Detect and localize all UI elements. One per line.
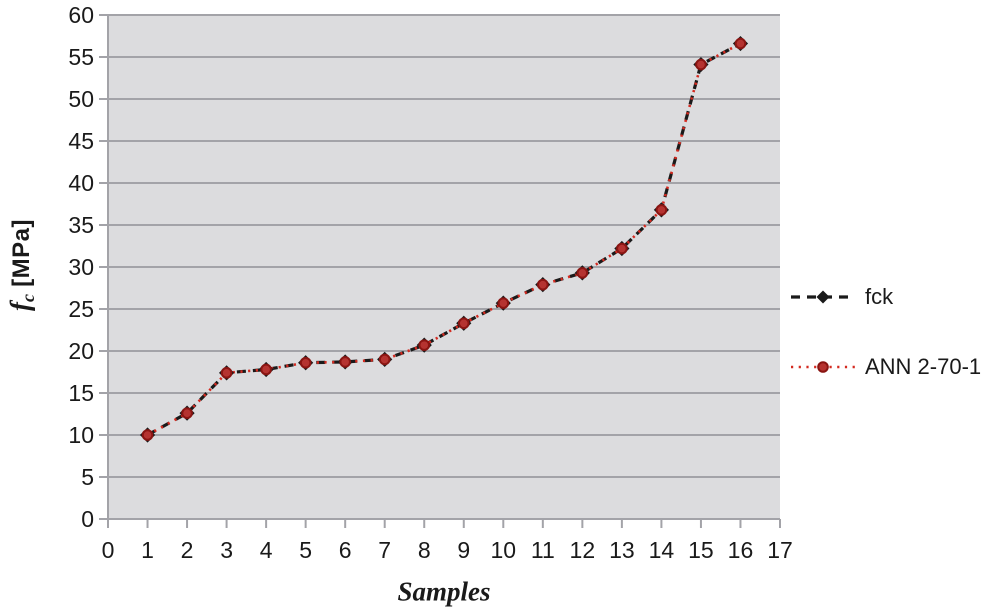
marker-circle	[181, 407, 193, 419]
y-tick-label: 60	[68, 2, 94, 28]
marker-circle	[695, 58, 707, 71]
y-tick-label: 30	[68, 254, 94, 280]
x-tick-label: 5	[299, 537, 312, 563]
marker-circle	[299, 356, 312, 369]
legend-item-fck: fck	[790, 284, 981, 310]
x-tick-label: 17	[767, 537, 793, 563]
y-tick-label: 20	[68, 338, 94, 364]
legend-label-fck: fck	[865, 284, 894, 309]
x-tick-label: 6	[339, 537, 352, 563]
series-line-1	[146, 42, 742, 437]
x-tick-label: 13	[609, 537, 635, 563]
legend: fck ANN 2-70-1	[790, 284, 981, 380]
x-tick-label: 3	[220, 537, 233, 563]
x-tick-label: 14	[649, 537, 675, 563]
marker-circle	[655, 204, 668, 216]
y-tick-label: 45	[68, 128, 94, 154]
marker-circle	[537, 278, 549, 291]
legend-marker-ann-icon	[791, 361, 855, 373]
legend-marker-circle	[817, 361, 829, 373]
y-axis-units-text: [MPa]	[8, 218, 35, 287]
x-tick-label: 2	[181, 537, 194, 563]
y-axis-subscript: c	[18, 294, 38, 303]
y-tick-label: 55	[68, 44, 94, 70]
marker-circle	[141, 429, 154, 441]
x-tick-label: 12	[570, 537, 596, 563]
y-axis-title: fc [MPa]	[5, 219, 39, 311]
marker-circle	[616, 242, 628, 255]
marker-circle	[734, 37, 747, 50]
y-tick-label: 0	[81, 506, 94, 532]
y-tick-label: 5	[81, 464, 94, 490]
legend-label-ann: ANN 2-70-1	[865, 354, 982, 379]
y-tick-label: 25	[68, 296, 94, 322]
legend-item-ann: ANN 2-70-1	[790, 354, 981, 380]
y-tick-label: 35	[68, 212, 94, 238]
marker-circle	[457, 317, 470, 330]
marker-circle	[339, 356, 351, 368]
x-tick-label: 0	[102, 537, 115, 563]
y-tick-label: 50	[68, 86, 94, 112]
x-tick-label: 4	[260, 537, 273, 563]
x-tick-label: 7	[378, 537, 391, 563]
x-tick-label: 9	[457, 537, 470, 563]
marker-circle	[378, 353, 391, 366]
x-tick-label: 8	[418, 537, 431, 563]
y-tick-label: 10	[68, 422, 94, 448]
x-tick-label: 15	[688, 537, 714, 563]
legend-marker-diamond	[816, 290, 830, 304]
marker-circle	[497, 297, 510, 309]
x-tick-label: 16	[728, 537, 754, 563]
y-tick-label: 40	[68, 170, 94, 196]
marker-circle	[260, 363, 272, 376]
x-tick-label: 11	[531, 537, 555, 563]
marker-circle	[220, 367, 233, 379]
marker-circle	[418, 339, 431, 351]
y-axis-symbol: f	[5, 302, 35, 312]
y-tick-label: 15	[68, 380, 94, 406]
x-tick-label: 1	[141, 537, 154, 563]
y-axis-units	[8, 287, 35, 294]
x-axis-title: Samples	[397, 576, 491, 607]
marker-circle	[576, 267, 589, 279]
legend-marker-fck-icon	[791, 290, 855, 304]
x-tick-label: 10	[490, 537, 516, 563]
